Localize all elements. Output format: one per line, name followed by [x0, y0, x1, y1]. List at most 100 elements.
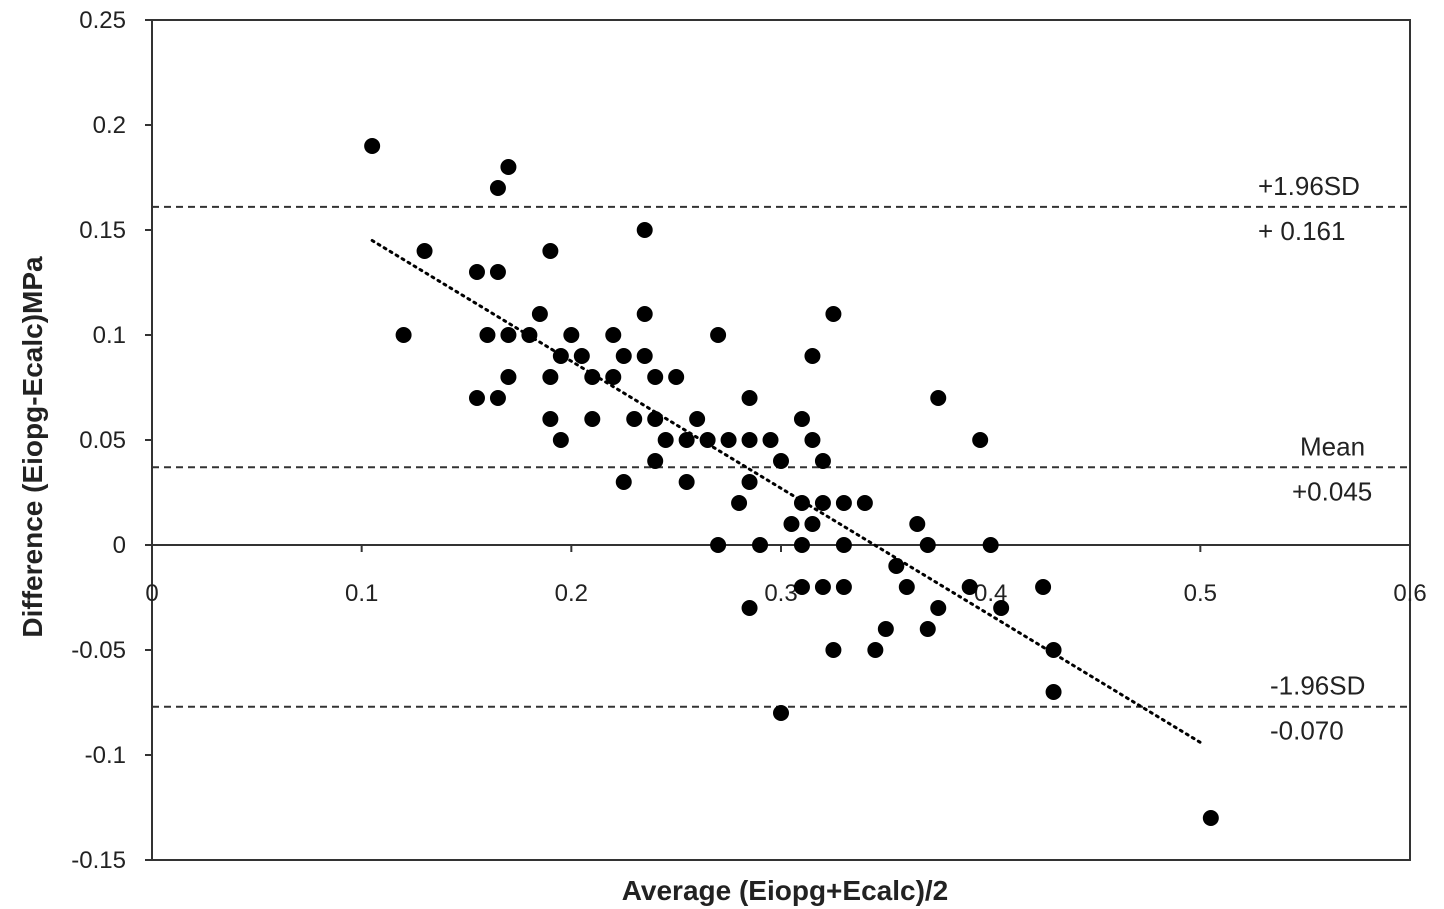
- data-point: [489, 390, 506, 406]
- data-point: [364, 138, 381, 154]
- trendline: [370, 239, 1202, 744]
- x-tick-label: 0.1: [345, 580, 378, 607]
- data-point: [626, 411, 643, 427]
- trendline-layer: [370, 239, 1202, 744]
- data-point: [804, 432, 821, 448]
- data-point: [741, 390, 758, 406]
- data-point: [982, 537, 999, 553]
- x-tick-label: 0.2: [555, 580, 588, 607]
- data-point: [479, 327, 496, 343]
- data-point: [647, 411, 664, 427]
- y-tick-label: 0.15: [79, 217, 126, 244]
- x-tick-label: 0.6: [1393, 580, 1426, 607]
- data-point: [835, 537, 852, 553]
- data-point: [689, 411, 706, 427]
- data-point: [531, 306, 548, 322]
- reference-label-value: +0.045: [1292, 476, 1372, 506]
- data-point: [657, 432, 674, 448]
- y-tick-label: 0.05: [79, 427, 126, 454]
- data-point: [468, 390, 485, 406]
- y-tick-label: -0.1: [85, 742, 126, 769]
- y-tick-label: -0.15: [71, 847, 126, 874]
- data-point: [500, 369, 517, 385]
- data-point: [1035, 579, 1052, 595]
- data-point: [919, 537, 936, 553]
- data-point: [814, 579, 831, 595]
- data-point: [500, 327, 517, 343]
- data-point: [888, 558, 905, 574]
- data-point: [930, 390, 947, 406]
- y-axis-title: Difference (Eiopg-Ecalc)MPa: [17, 256, 48, 638]
- data-point: [741, 600, 758, 616]
- data-point: [584, 411, 601, 427]
- data-point: [804, 348, 821, 364]
- data-point: [500, 159, 517, 175]
- data-point: [699, 432, 716, 448]
- reference-label-value: -0.070: [1270, 716, 1344, 746]
- data-point: [814, 453, 831, 469]
- data-point: [552, 432, 569, 448]
- data-point: [468, 264, 485, 280]
- data-point: [647, 453, 664, 469]
- data-point: [835, 579, 852, 595]
- data-point: [615, 348, 632, 364]
- data-point: [731, 495, 748, 511]
- data-point: [793, 537, 810, 553]
- data-point: [793, 579, 810, 595]
- data-point: [773, 453, 789, 469]
- data-point: [605, 327, 622, 343]
- plot-frame: [151, 19, 1411, 861]
- data-point: [930, 600, 947, 616]
- data-point: [552, 348, 569, 364]
- data-point: [825, 306, 842, 322]
- data-point: [804, 516, 821, 532]
- data-point: [416, 243, 433, 259]
- reference-label-top: +1.96SD: [1258, 171, 1360, 201]
- data-point: [835, 495, 852, 511]
- data-point: [584, 369, 601, 385]
- reference-label-top: Mean: [1300, 431, 1365, 461]
- data-point: [573, 348, 590, 364]
- x-tick-label: 0: [145, 580, 158, 607]
- data-point: [636, 306, 653, 322]
- axes-layer: 0 0.1 0.2 0.3 0.4 0.5 0.60.250.20.150.10.050-0…: [71, 7, 1426, 874]
- data-point: [773, 705, 789, 721]
- data-point: [720, 432, 737, 448]
- data-point: [793, 495, 810, 511]
- y-tick-label: -0.05: [71, 637, 126, 664]
- data-point: [814, 495, 831, 511]
- data-point: [919, 621, 936, 637]
- data-point: [489, 180, 506, 196]
- data-point: [741, 474, 758, 490]
- data-point: [1045, 642, 1062, 658]
- data-point: [668, 369, 685, 385]
- x-tick-label: 0.5: [1184, 580, 1217, 607]
- data-point: [489, 264, 506, 280]
- data-point: [615, 474, 632, 490]
- data-points-layer: [364, 138, 1219, 826]
- reference-label-value: + 0.161: [1258, 216, 1345, 246]
- data-point: [636, 348, 653, 364]
- data-point: [752, 537, 769, 553]
- data-point: [867, 642, 884, 658]
- data-point: [741, 432, 758, 448]
- data-point: [877, 621, 894, 637]
- data-point: [678, 474, 695, 490]
- y-tick-label: 0.2: [93, 112, 126, 139]
- data-point: [972, 432, 989, 448]
- data-point: [1202, 810, 1219, 826]
- data-point: [636, 222, 653, 238]
- x-tick-label: 0.3: [764, 580, 797, 607]
- data-point: [783, 516, 800, 532]
- data-point: [605, 369, 622, 385]
- data-point: [993, 600, 1010, 616]
- data-point: [395, 327, 412, 343]
- data-point: [521, 327, 538, 343]
- data-point: [542, 411, 559, 427]
- data-point: [898, 579, 915, 595]
- data-point: [909, 516, 926, 532]
- data-point: [563, 327, 580, 343]
- y-tick-label: 0.25: [79, 7, 126, 34]
- data-point: [678, 432, 695, 448]
